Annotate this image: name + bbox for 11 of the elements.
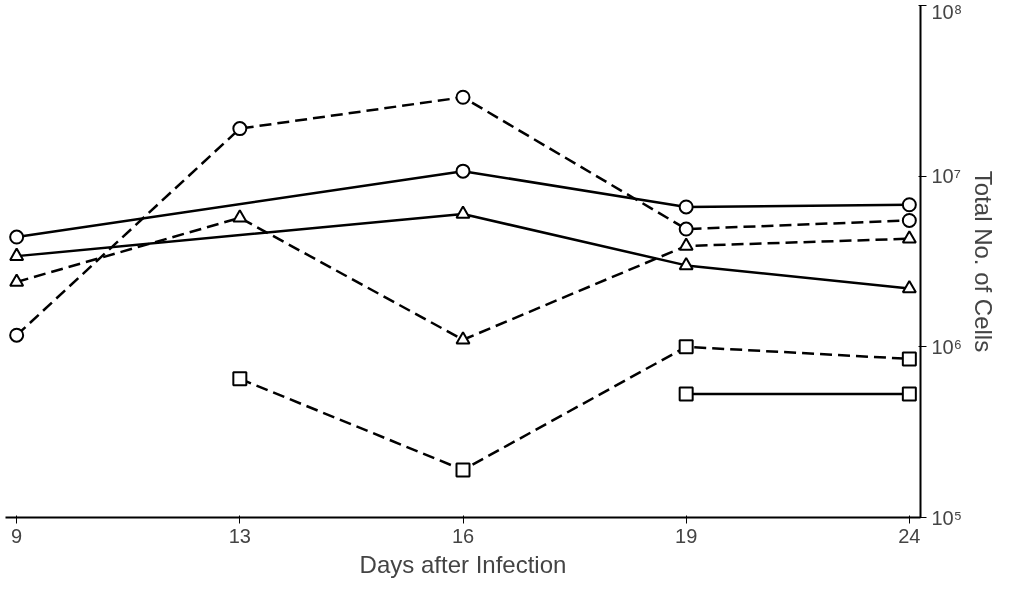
y-tick-label: 10⁵ [931, 506, 963, 529]
x-tick-label: 24 [898, 524, 921, 547]
y-tick-label: 10⁶ [931, 335, 962, 358]
x-tick-label: 16 [451, 524, 475, 547]
x-axis-title: Days after Infection [359, 550, 567, 578]
x-tick-label: 19 [675, 524, 698, 547]
x-tick-label: 13 [228, 524, 251, 547]
y-tick-label: 10⁷ [931, 165, 961, 188]
y-tick-label: 10⁸ [931, 0, 963, 23]
y-axis-title: Total No. of Cells [970, 170, 998, 353]
x-tick-label: 9 [11, 524, 23, 547]
